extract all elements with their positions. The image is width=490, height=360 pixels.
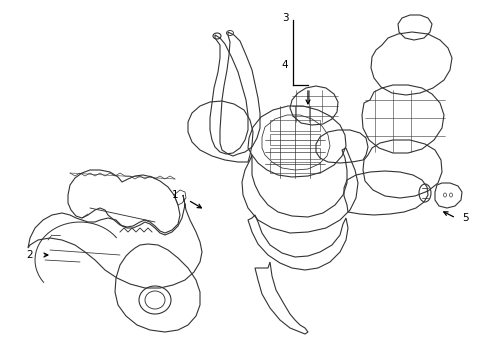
Text: 5: 5 <box>462 213 468 223</box>
Text: 3: 3 <box>282 13 288 23</box>
Text: 1: 1 <box>172 190 178 200</box>
Text: 4: 4 <box>282 60 288 70</box>
Text: 2: 2 <box>26 250 33 260</box>
